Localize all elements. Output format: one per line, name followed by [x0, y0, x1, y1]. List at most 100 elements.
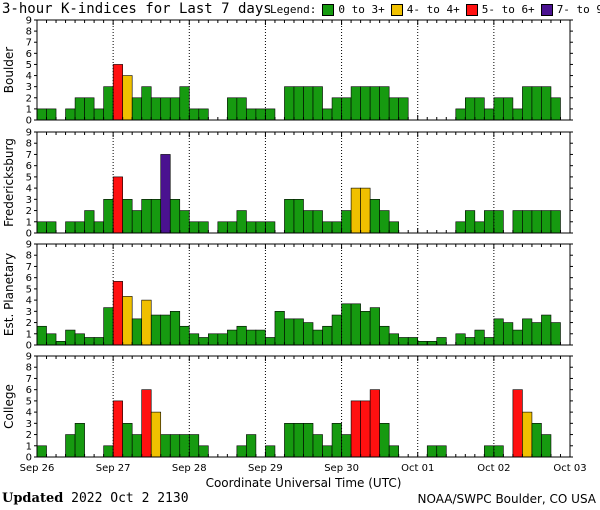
k-index-bar	[103, 307, 114, 346]
k-index-bar	[503, 322, 514, 346]
k-index-bar	[122, 75, 133, 121]
k-index-bar	[360, 86, 371, 121]
k-index-bar	[122, 199, 133, 234]
k-index-bar	[341, 303, 352, 346]
source-credit: NOAA/SWPC Boulder, CO USA	[417, 492, 596, 506]
panel-y-label: Fredericksburg	[2, 138, 16, 227]
k-index-bar	[417, 340, 428, 346]
k-index-bar	[512, 210, 523, 234]
k-index-bar	[46, 333, 57, 346]
k-index-bar	[522, 318, 533, 346]
k-index-bar	[150, 411, 162, 458]
k-index-bar	[379, 325, 390, 346]
k-index-bar	[531, 423, 542, 458]
k-index-bar	[46, 108, 57, 121]
k-index-bar	[484, 210, 495, 234]
k-index-bar	[455, 108, 466, 121]
k-index-bar	[341, 97, 352, 121]
panel-y-label: College	[2, 384, 16, 429]
k-index-bar	[474, 97, 485, 121]
k-index-bar	[188, 221, 200, 234]
y-tick-label: 8	[26, 27, 32, 38]
k-index-bar	[160, 314, 171, 346]
k-index-bar	[531, 86, 542, 121]
k-index-bar	[388, 445, 399, 458]
legend-swatch-purple	[540, 3, 553, 16]
k-index-bar	[74, 221, 85, 234]
k-index-bar	[312, 210, 323, 234]
y-tick-label: 0	[26, 229, 32, 240]
k-index-bar	[227, 329, 238, 346]
k-index-bar	[369, 389, 380, 458]
k-index-bar	[122, 296, 133, 346]
k-index-bar	[312, 329, 323, 346]
k-index-bar	[246, 108, 257, 121]
k-index-bar	[188, 108, 200, 121]
k-index-bar	[188, 434, 200, 458]
k-index-bar	[293, 199, 304, 234]
k-index-bar	[36, 108, 47, 121]
k-index-bar	[303, 322, 314, 346]
legend-label: Legend:	[270, 3, 317, 16]
y-tick-label: 8	[26, 139, 32, 150]
y-tick-label: 1	[26, 217, 32, 228]
k-index-bar	[169, 311, 181, 346]
k-index-bar	[284, 86, 295, 121]
k-index-bar	[84, 210, 95, 234]
k-index-bar	[236, 97, 247, 121]
k-index-bar	[541, 434, 552, 458]
k-index-bar	[93, 337, 104, 346]
k-index-bar	[179, 434, 190, 458]
k-index-bar	[169, 97, 181, 121]
k-index-bar	[179, 86, 190, 121]
y-tick-label: 7	[26, 262, 32, 273]
updated-label: Updated	[2, 491, 64, 506]
k-index-bar	[141, 199, 152, 234]
legend-swatch-red	[465, 3, 478, 16]
x-axis-label: Coordinate Universal Time (UTC)	[206, 476, 402, 490]
k-index-bar	[131, 210, 142, 234]
k-index-bar	[179, 210, 190, 234]
y-tick-label: 4	[26, 71, 32, 82]
y-tick-label: 8	[26, 363, 32, 374]
k-index-bar	[65, 108, 76, 121]
k-index-bar	[331, 314, 342, 346]
y-tick-label: 5	[26, 396, 32, 407]
k-index-bar	[541, 210, 552, 234]
k-index-bar	[93, 221, 104, 234]
k-index-bar	[198, 221, 209, 234]
k-index-bar	[265, 445, 276, 458]
k-index-bar	[274, 311, 285, 346]
legend-item-label: 0 to 3+	[338, 3, 385, 16]
y-tick-label: 1	[26, 104, 32, 115]
k-index-bar	[493, 97, 504, 121]
k-index-bar	[84, 337, 95, 346]
k-index-bar	[360, 400, 371, 458]
k-index-bar	[522, 86, 533, 121]
legend-item-red: 5- to 6+	[465, 3, 535, 16]
y-tick-label: 5	[26, 284, 32, 295]
y-tick-label: 8	[26, 251, 32, 262]
k-index-bar	[112, 400, 123, 458]
k-index-bar	[103, 199, 114, 234]
y-tick-label: 0	[26, 341, 32, 352]
k-index-bar	[436, 445, 447, 458]
k-index-bar	[103, 445, 114, 458]
k-index-bar	[360, 187, 371, 234]
k-index-bar	[36, 221, 47, 234]
k-index-bar	[398, 337, 409, 346]
k-index-bar	[379, 210, 390, 234]
k-index-bar	[407, 337, 419, 346]
k-index-bar	[160, 97, 171, 121]
k-index-bar	[550, 322, 561, 346]
y-tick-label: 3	[26, 195, 32, 206]
x-tick-label: Oct 03	[553, 463, 586, 474]
x-tick-label: Sep 30	[324, 463, 359, 474]
panel-y-label: Boulder	[2, 47, 16, 94]
k-index-bar	[198, 445, 209, 458]
y-tick-label: 0	[26, 453, 32, 464]
k-index-bar	[255, 221, 266, 234]
y-tick-label: 6	[26, 161, 32, 172]
k-index-bar	[255, 108, 266, 121]
